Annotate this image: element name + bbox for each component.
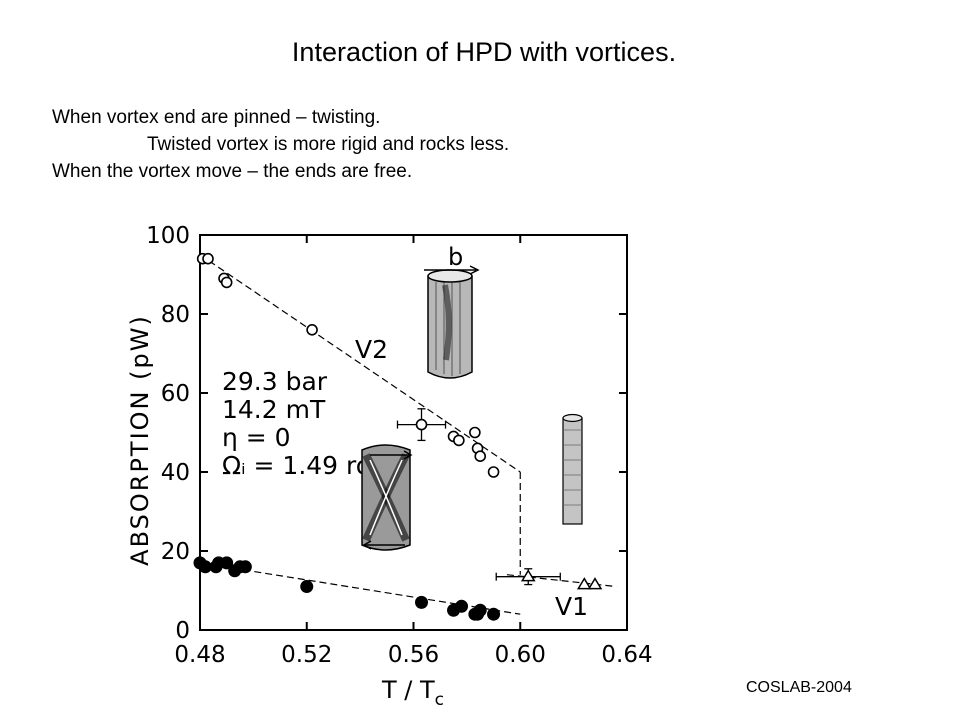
footer-label: COSLAB-2004 <box>746 679 852 696</box>
condition-eta: η = 0 <box>222 423 291 452</box>
x-axis-label-sub: c <box>435 690 444 710</box>
fit-line <box>199 254 521 473</box>
filled-circle-point <box>300 580 314 594</box>
filled-circle-point <box>473 603 487 617</box>
x-axis-label-main: T / T <box>381 676 435 704</box>
y-axis-label: ABSORPTION (pW) <box>126 314 154 566</box>
x-tick-label: 0.48 <box>174 642 225 668</box>
y-tick-label: 20 <box>161 539 190 565</box>
v2-label: V2 <box>355 335 388 364</box>
body-line-1: When vortex end are pinned – twisting. <box>52 107 381 128</box>
x-tick-label: 0.52 <box>281 642 332 668</box>
open-triangle-point <box>587 577 603 590</box>
open-circle-point <box>415 418 428 431</box>
open-circle-point <box>306 323 318 336</box>
open-circle-point <box>202 252 214 265</box>
filled-circle-point <box>487 607 501 621</box>
x-axis-label: T / Tc <box>381 676 444 710</box>
filled-circle-point <box>455 599 469 613</box>
condition-field: 14.2 mT <box>222 395 326 424</box>
filled-circle-point <box>220 556 234 570</box>
straight-vortex-illustration: b <box>424 243 480 379</box>
open-triangle-point <box>520 569 536 582</box>
tick-labels: 0.48 0.52 0.56 0.60 0.64 0 20 40 60 80 100 <box>146 223 653 668</box>
body-line-3: When the vortex move – the ends are free… <box>52 161 413 182</box>
condition-pressure: 29.3 bar <box>222 367 328 396</box>
slide-title: Interaction of HPD with vortices. <box>291 37 677 67</box>
open-circle-point <box>469 426 481 439</box>
open-circle-point <box>474 450 487 463</box>
condition-omega: Ωᵢ = 1.49 ro <box>222 451 371 480</box>
y-tick-label: 80 <box>161 302 190 328</box>
open-triangle-point <box>576 577 592 590</box>
x-tick-label: 0.56 <box>388 642 439 668</box>
body-line-2: Twisted vortex is more rigid and rocks l… <box>147 134 510 155</box>
data-points <box>193 252 603 621</box>
vortex-b-label: b <box>448 243 463 271</box>
y-tick-label: 60 <box>161 381 190 407</box>
twisted-vortex-illustration <box>361 444 413 551</box>
thin-vortex-illustration <box>562 413 583 525</box>
y-tick-label: 0 <box>175 618 190 644</box>
filled-circle-point <box>238 560 252 574</box>
open-circle-point <box>487 466 500 478</box>
x-tick-label: 0.60 <box>495 642 546 668</box>
filled-circle-point <box>415 595 429 609</box>
open-circle-point <box>453 434 465 447</box>
y-tick-label: 40 <box>161 460 190 486</box>
tick-marks <box>199 234 628 631</box>
open-circle-point <box>220 276 233 289</box>
x-tick-label: 0.64 <box>601 642 652 668</box>
v1-label: V1 <box>555 592 588 621</box>
y-tick-label: 100 <box>146 223 190 249</box>
conditions-block: 29.3 bar 14.2 mT η = 0 Ωᵢ = 1.49 ro <box>222 367 371 480</box>
